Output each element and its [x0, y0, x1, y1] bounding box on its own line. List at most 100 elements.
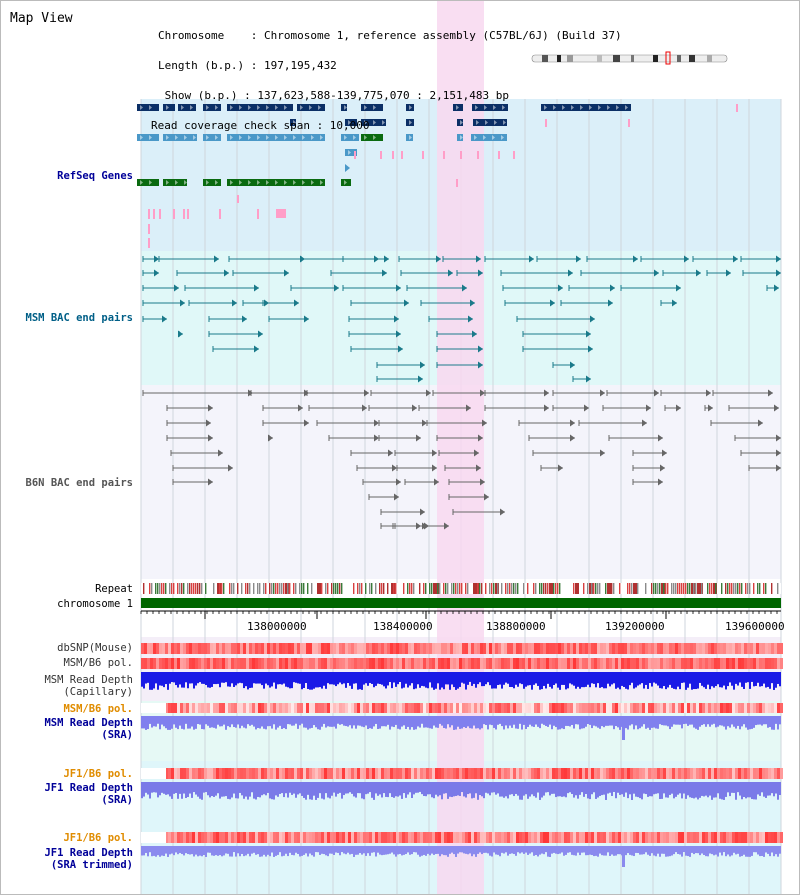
pol-cell: [432, 658, 435, 669]
repeat-label[interactable]: Repeat: [95, 583, 133, 595]
pol-cell: [342, 643, 345, 654]
depth-bar: [141, 846, 143, 856]
gene-arrow: [175, 135, 178, 140]
pol-cell: [579, 643, 582, 654]
depth-bar: [477, 782, 479, 800]
depth-bar: [221, 716, 223, 727]
pol-cell: [327, 703, 330, 713]
pol-cell: [378, 832, 381, 843]
repeat-element: [273, 583, 275, 594]
depth-bar: [641, 716, 643, 727]
depth-bar: [221, 672, 223, 683]
repeat-element: [195, 583, 197, 594]
msm-read-depth-sra-label[interactable]: MSM Read Depth (SRA): [44, 717, 133, 741]
repeat-element: [757, 583, 759, 594]
pol-cell: [291, 832, 294, 843]
depth-bar: [655, 716, 657, 729]
repeat-element: [689, 583, 691, 594]
gene-arrow: [181, 105, 184, 110]
jf1-b6-pol-label-1[interactable]: JF1/B6 pol.: [63, 768, 133, 780]
depth-bar: [195, 716, 197, 729]
depth-bar: [297, 846, 299, 854]
refseq-genes-label[interactable]: RefSeq Genes: [57, 170, 133, 182]
pol-cell: [513, 643, 516, 654]
depth-bar: [255, 846, 257, 855]
repeat-element: [673, 583, 675, 594]
depth-bar: [355, 846, 357, 855]
depth-bar: [723, 782, 725, 800]
depth-bar: [535, 716, 537, 725]
depth-bar: [479, 672, 481, 683]
dbsnp-label[interactable]: dbSNP(Mouse): [57, 642, 133, 654]
depth-bar: [283, 672, 285, 684]
minor-feature: [736, 104, 738, 112]
bac-end-arrow: [478, 269, 483, 277]
depth-bar: [579, 782, 581, 795]
depth-bar: [385, 846, 387, 855]
repeat-element: [541, 583, 543, 594]
pol-cell: [768, 643, 771, 654]
pol-cell: [450, 643, 453, 654]
depth-bar: [425, 846, 427, 856]
depth-bar: [475, 716, 477, 729]
depth-bar: [283, 846, 285, 856]
depth-bar: [761, 846, 763, 856]
gene-feature: [361, 104, 383, 111]
pol-cell: [636, 832, 639, 843]
depth-bar: [307, 716, 309, 730]
pol-cell: [210, 643, 213, 654]
gene-arrow: [140, 105, 143, 110]
depth-bar: [475, 782, 477, 794]
depth-bar: [259, 716, 261, 729]
jf1-b6-pol-label-2[interactable]: JF1/B6 pol.: [63, 832, 133, 844]
pol-cell: [186, 643, 189, 654]
depth-bar: [587, 782, 589, 799]
depth-bar: [183, 716, 185, 730]
pol-cell: [171, 703, 174, 713]
depth-bar: [561, 716, 563, 729]
repeat-element: [613, 583, 615, 594]
msm-b6-pol-label-1[interactable]: MSM/B6 pol.: [63, 657, 133, 669]
msm-b6-pol-label-2[interactable]: MSM/B6 pol.: [63, 703, 133, 715]
pol-cell: [300, 658, 303, 669]
depth-bar: [485, 782, 487, 793]
depth-bar: [651, 782, 653, 797]
depth-bar: [457, 846, 459, 854]
minor-feature: [257, 209, 259, 219]
pol-cell: [243, 703, 246, 713]
depth-bar: [637, 782, 639, 798]
pol-cell: [729, 643, 732, 654]
pol-cell: [144, 643, 147, 654]
depth-bar: [289, 782, 291, 793]
jf1-read-depth-sra-label[interactable]: JF1 Read Depth (SRA): [44, 782, 133, 806]
depth-bar: [577, 846, 579, 853]
bac-end-arrow: [576, 255, 581, 263]
msm-read-depth-cap-line1: MSM Read Depth: [44, 674, 133, 686]
pol-cell: [393, 703, 396, 713]
bac-end-arrow: [478, 434, 483, 442]
pol-cell: [240, 658, 243, 669]
chromosome-label[interactable]: chromosome 1: [57, 598, 133, 610]
msm-read-depth-capillary-label[interactable]: MSM Read Depth (Capillary): [44, 674, 133, 698]
depth-bar: [331, 716, 333, 727]
repeat-element: [465, 583, 467, 594]
depth-bar: [739, 672, 741, 683]
msm-bac-label[interactable]: MSM BAC end pairs: [25, 312, 133, 324]
b6n-bac-label[interactable]: B6N BAC end pairs: [25, 477, 133, 489]
depth-bar: [433, 716, 435, 726]
pol-cell: [411, 658, 414, 669]
bac-end-arrow: [590, 315, 595, 323]
pol-cell: [255, 703, 258, 713]
pol-cell: [684, 832, 687, 843]
depth-bar: [159, 782, 161, 796]
pol-cell: [309, 703, 312, 713]
depth-bar: [349, 846, 351, 855]
pol-cell: [408, 658, 411, 669]
depth-bar: [433, 846, 435, 855]
pol-cell: [561, 703, 564, 713]
pol-cell: [594, 768, 597, 779]
jf1-read-depth-trimmed-label[interactable]: JF1 Read Depth (SRA trimmed): [44, 847, 133, 871]
pol-cell: [189, 703, 192, 713]
pol-cell: [264, 643, 267, 654]
